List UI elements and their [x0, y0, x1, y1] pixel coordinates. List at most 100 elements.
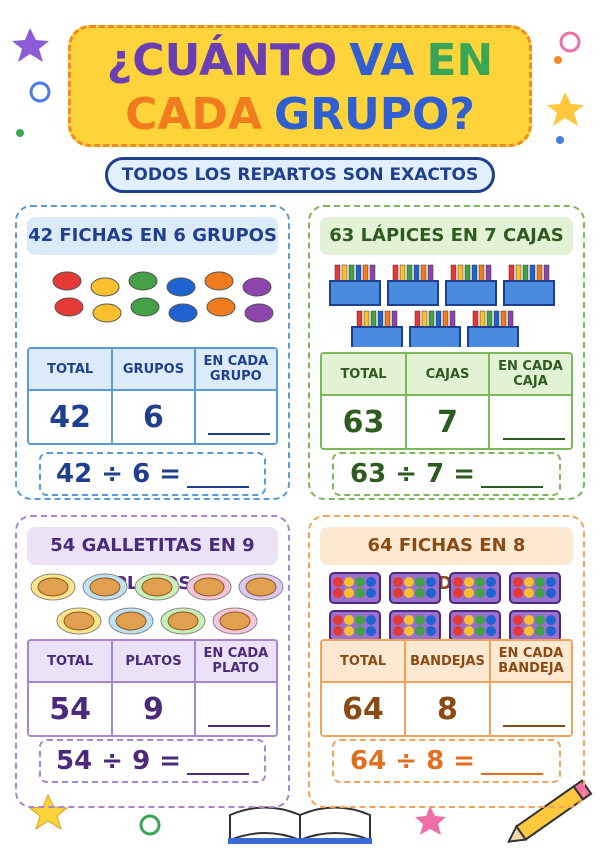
equation-blank	[481, 462, 543, 488]
chip	[546, 615, 556, 625]
answer-cell	[193, 391, 276, 443]
illustration	[329, 264, 555, 347]
chip	[366, 588, 376, 598]
chip	[513, 626, 523, 636]
column-header: PLATOS	[111, 641, 194, 683]
dot	[554, 56, 562, 64]
chip	[166, 277, 196, 297]
cell-value: 6	[111, 391, 194, 443]
equation-box: 54 ÷ 9 =	[39, 739, 266, 783]
cell-value: 7	[405, 396, 488, 448]
cookie	[37, 577, 69, 597]
chip	[426, 588, 436, 598]
chip	[333, 626, 343, 636]
equation: 42 ÷ 6 =	[56, 459, 181, 489]
table: TOTAL BANDEJAS EN CADA BANDEJA 64 8	[320, 639, 573, 737]
star	[415, 806, 446, 835]
chip	[535, 588, 545, 598]
title-box: ¿CUÁNTO VA EN CADA GRUPO?	[68, 25, 532, 147]
chip	[546, 577, 556, 587]
cell-value: 64	[322, 683, 405, 735]
chip	[355, 577, 365, 587]
equation-box: 42 ÷ 6 =	[39, 452, 266, 496]
chip	[535, 577, 545, 587]
chip	[92, 303, 122, 323]
column-header: TOTAL	[29, 349, 112, 391]
cell-value: 42	[29, 391, 112, 443]
chip	[393, 615, 403, 625]
equation-box: 63 ÷ 7 =	[332, 452, 561, 496]
chip	[513, 577, 523, 587]
chip	[355, 626, 365, 636]
card-heading: 64 FICHAS EN 8 BANDEJAS	[320, 527, 573, 594]
card: 42 FICHAS EN 6 GRUPOS TOTAL GRUPOS EN CADA …	[15, 205, 290, 500]
cookie	[193, 577, 225, 597]
equation: 54 ÷ 9 =	[56, 746, 181, 776]
illustration	[52, 271, 274, 323]
chip	[242, 277, 272, 297]
column-header: TOTAL	[29, 641, 112, 683]
column-header: GRUPOS	[111, 349, 194, 391]
chip	[453, 577, 463, 587]
card: 63 LÁPICES EN 7 CAJAS TOTAL CAJAS EN CADA C…	[308, 205, 585, 500]
card-heading: 63 LÁPICES EN 7 CAJAS	[320, 217, 573, 255]
title-word: VA	[349, 35, 415, 86]
title-word: CADA	[125, 89, 262, 140]
chip	[168, 303, 198, 323]
table: TOTAL GRUPOS EN CADA GRUPO 42 6	[27, 347, 278, 445]
chip	[486, 588, 496, 598]
answer-cell	[488, 683, 571, 735]
column-header: EN CADA BANDEJA	[488, 641, 571, 683]
chip	[366, 577, 376, 587]
swirl	[559, 31, 581, 53]
cookie	[63, 611, 95, 631]
chip	[366, 626, 376, 636]
chip	[130, 297, 160, 317]
chip	[464, 588, 474, 598]
chip	[355, 588, 365, 598]
chip	[333, 588, 343, 598]
column-header: EN CADA CAJA	[488, 354, 571, 396]
chip	[475, 626, 485, 636]
title-word: ¿CUÁNTO	[106, 35, 338, 86]
chip	[464, 626, 474, 636]
box	[409, 326, 461, 347]
box	[445, 280, 497, 306]
cookie	[219, 611, 251, 631]
chip	[475, 577, 485, 587]
cookie	[245, 577, 277, 597]
equation-blank	[187, 749, 249, 775]
book	[228, 806, 372, 844]
answer-blank	[502, 414, 565, 440]
column-header: EN CADA GRUPO	[193, 349, 276, 391]
table: TOTAL PLATOS EN CADA PLATO 54 9	[27, 639, 278, 737]
chip	[393, 577, 403, 587]
cell-value: 54	[29, 683, 112, 735]
card-heading: 54 GALLETITAS EN 9 PLATOS	[27, 527, 278, 594]
chip	[486, 615, 496, 625]
chip	[415, 588, 425, 598]
chip	[475, 615, 485, 625]
chip	[244, 303, 274, 323]
swirl	[139, 814, 161, 836]
chip	[475, 588, 485, 598]
card: 64 FICHAS EN 8 BANDEJAS TOTAL BANDEJAS EN C…	[308, 515, 585, 808]
chip	[535, 615, 545, 625]
chip	[128, 271, 158, 291]
chip	[486, 577, 496, 587]
equation-blank	[481, 749, 543, 775]
equation-box: 64 ÷ 8 =	[332, 739, 561, 783]
column-header: TOTAL	[322, 354, 405, 396]
cell-value: 9	[111, 683, 194, 735]
chip	[344, 577, 354, 587]
column-header: CAJAS	[405, 354, 488, 396]
chip	[52, 271, 82, 291]
chip	[344, 626, 354, 636]
subtitle: TODOS LOS REPARTOS SON EXACTOS	[105, 157, 495, 193]
answer-blank	[207, 409, 270, 435]
chip	[393, 588, 403, 598]
title-word: EN	[426, 35, 494, 86]
column-header: TOTAL	[322, 641, 405, 683]
chip	[90, 277, 120, 297]
